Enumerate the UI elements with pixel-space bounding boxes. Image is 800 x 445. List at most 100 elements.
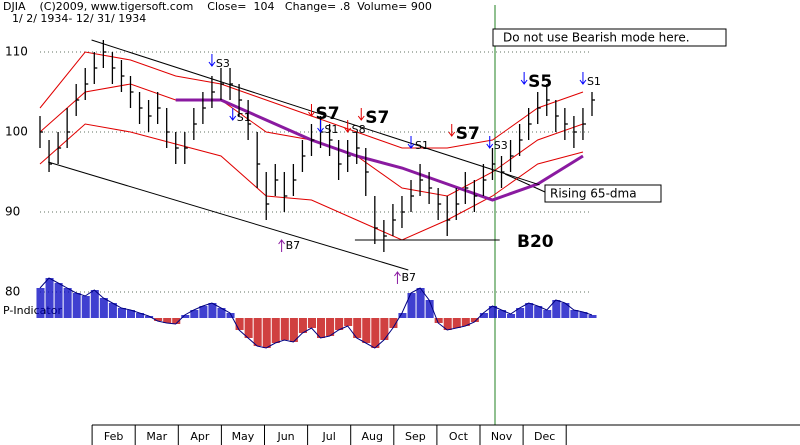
signal-label: S8 (352, 123, 366, 136)
signal-label: S7 (365, 108, 389, 128)
indicator-bar (244, 318, 253, 338)
indicator-bar (190, 310, 199, 318)
indicator-bar (561, 303, 570, 318)
indicator-bar (208, 303, 217, 318)
signal-arrow (394, 271, 401, 284)
indicator-bar (380, 318, 389, 340)
x-tick-label: Oct (449, 430, 469, 443)
moving-line (39, 123, 584, 241)
chart-subtitle: 1/ 2/ 1934- 12/ 31/ 1934 (12, 12, 146, 25)
indicator-bar (488, 306, 497, 318)
indicator-bar (425, 300, 434, 318)
indicator-bar (362, 318, 371, 343)
indicator-bar (479, 313, 488, 318)
indicator-bar (443, 318, 452, 330)
signal-label: S1 (587, 75, 601, 88)
indicator-bar (154, 318, 163, 321)
indicator-bar (452, 318, 461, 328)
x-tick-label: Nov (491, 430, 513, 443)
indicator-bar (461, 318, 470, 326)
signal-arrow (208, 54, 216, 67)
signal-arrow (520, 72, 528, 85)
trendline (91, 39, 540, 186)
x-tick-label: May (232, 430, 255, 443)
trendline (48, 161, 409, 271)
chart-title: DJIA (C)2009, www.tigersoft.com Close= 1… (3, 0, 432, 13)
indicator-bar (99, 298, 108, 318)
indicator-bar (108, 303, 117, 318)
x-tick-label: Jun (276, 430, 294, 443)
indicator-bar (497, 310, 507, 318)
x-tick-label: Apr (190, 430, 210, 443)
x-tick-label: Dec (534, 430, 555, 443)
indicator-bar (235, 318, 244, 330)
indicator-bar (389, 318, 398, 328)
indicator-bar (36, 288, 45, 318)
indicator-bar (588, 315, 597, 318)
indicator-bar (344, 318, 353, 326)
y-tick-label: 90 (5, 205, 20, 219)
x-tick-label: Feb (104, 430, 123, 443)
y-tick-label: 110 (5, 45, 28, 59)
indicator-bar (353, 318, 362, 338)
x-tick-label: Aug (362, 430, 383, 443)
signal-arrow (579, 72, 587, 85)
indicator-bar (72, 293, 81, 318)
indicator-bar (253, 318, 262, 346)
x-tick-label: Sep (405, 430, 426, 443)
indicator-bar (416, 288, 425, 318)
indicator-bar (280, 318, 289, 340)
signal-label: S3 (216, 57, 230, 70)
indicator-bar (54, 283, 63, 318)
indicator-bar (262, 318, 271, 348)
signal-arrow (308, 104, 315, 117)
indicator-bar (145, 316, 154, 318)
indicator-bar (181, 315, 190, 318)
indicator-bar (434, 318, 443, 323)
signal-label: S1 (325, 123, 339, 136)
indicator-bar (543, 310, 552, 318)
indicator-bar (552, 300, 561, 318)
signal-arrow (448, 124, 456, 137)
indicator-bar (45, 278, 54, 318)
indicator-bar (317, 318, 326, 338)
indicator-bar (507, 314, 516, 318)
signal-label: S7 (456, 124, 480, 144)
signal-label: S1 (415, 139, 429, 152)
note-box (492, 28, 727, 47)
signal-label: S3 (494, 139, 508, 152)
indicator-bar (126, 310, 136, 318)
indicator-bar (516, 308, 525, 318)
y-tick-label: 80 (5, 285, 20, 299)
indicator-bar (307, 318, 316, 328)
indicator-bar (81, 296, 90, 318)
indicator-bar (271, 318, 280, 343)
indicator-bar (298, 318, 307, 333)
indicator-bar (570, 310, 579, 318)
signal-label: S7 (315, 104, 339, 124)
indicator-bar (407, 293, 416, 318)
note: Rising 65-dma (550, 187, 637, 201)
indicator-bar (534, 306, 543, 318)
indicator-bar (136, 313, 145, 318)
indicator-bar (371, 318, 380, 348)
moving-line (175, 98, 584, 202)
x-tick-label: Jul (322, 430, 336, 443)
indicator-bar (525, 303, 534, 318)
signal-arrow (357, 108, 365, 121)
x-tick-label: Mar (146, 430, 167, 443)
signal-arrow (229, 108, 237, 121)
indicator-bar (199, 306, 208, 318)
signal-arrow (407, 136, 415, 149)
indicator-bar (398, 313, 407, 318)
pointer-line (504, 173, 546, 193)
signal-arrow (278, 239, 286, 252)
signal-label: S5 (528, 72, 552, 92)
indicator-bar (117, 308, 126, 318)
indicator-bar (226, 313, 235, 318)
signal-arrow (317, 120, 324, 133)
indicator-bar (326, 318, 335, 336)
signal-arrow (344, 120, 352, 133)
